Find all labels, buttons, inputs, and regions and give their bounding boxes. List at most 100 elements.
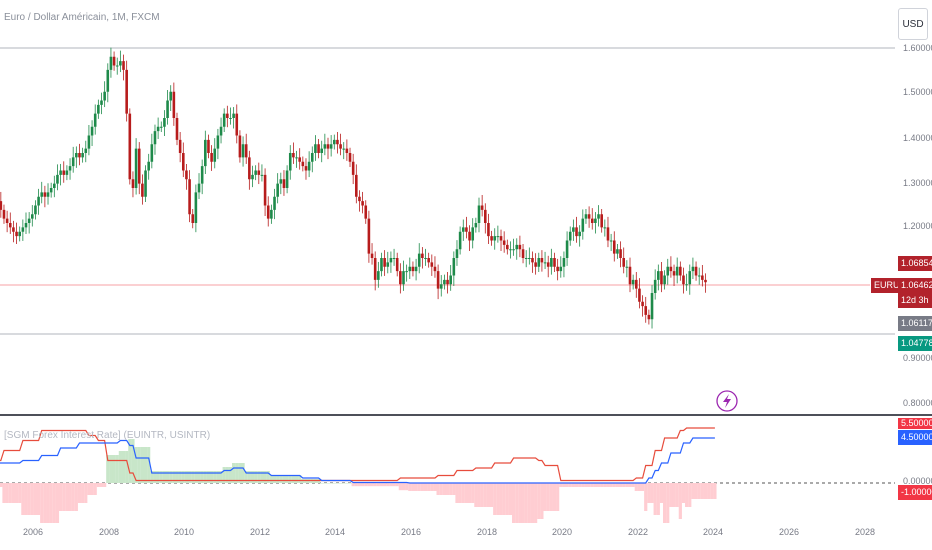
rate-difference-bar [11,483,16,503]
candle-body [115,65,119,67]
candle-body [282,179,286,188]
candle-body [578,231,581,237]
candle-body [204,139,207,167]
rate-difference-bar [361,483,365,487]
rate-difference-bar [411,483,415,491]
time-tick-2016: 2016 [401,527,422,537]
candle-body [515,244,519,250]
candle-body [21,227,25,232]
us-rate-line [0,427,715,482]
rate-difference-bar [471,483,475,503]
rate-difference-bar [175,471,179,483]
candle-body [521,249,525,258]
candle-body [112,56,116,66]
rate-difference-bar [395,483,399,487]
rate-difference-bar [436,483,440,495]
candle-body [18,231,22,237]
currency-button[interactable]: USD [898,8,928,40]
candle-body [600,214,603,228]
rate-difference-bar [474,483,478,507]
rate-difference-bar [5,483,9,503]
time-tick-2006: 2006 [23,527,44,537]
rate-difference-bar [697,483,701,499]
rate-difference-bar [631,483,635,487]
candle-body [49,188,53,193]
candle-body [62,170,66,175]
candle-body [326,144,330,149]
time-tick-2026: 2026 [779,527,800,537]
rate-difference-bar [147,447,151,483]
rate-difference-bar [74,483,78,511]
rate-difference-bar [691,483,695,499]
candle-body [122,61,125,70]
candle-body [71,157,75,167]
rate-difference-bar [279,475,283,483]
rate-difference-bar [21,483,25,515]
candle-body [414,266,418,272]
rate-difference-bar [172,471,176,483]
candle-body [694,266,698,276]
candle-body [465,227,468,232]
candle-body [373,258,377,280]
rate-difference-bar [219,471,223,483]
rate-difference-bar [364,483,368,487]
rate-difference-bar [125,451,129,483]
indicator-top-tag: 5.50000 [898,418,932,429]
rate-difference-bar [678,483,682,519]
candle-body [458,231,462,250]
rate-difference-bar [357,483,362,487]
rate-difference-bar [0,483,3,487]
candle-body [506,244,509,250]
candle-body [424,258,427,259]
candle-body [367,218,371,254]
candle-body [433,266,437,272]
rate-difference-bar [222,467,226,483]
rate-difference-bar [581,483,585,487]
candle-body [370,253,374,258]
candle-body [559,266,563,272]
time-tick-2014: 2014 [325,527,346,537]
rate-difference-bar [241,463,245,483]
candle-body [480,205,484,210]
rate-difference-bar [386,483,390,487]
rate-difference-bar [392,483,396,487]
rate-difference-bar [574,483,579,487]
rate-difference-bar [675,483,679,507]
price-tick-4: 1.30000 [903,178,932,188]
candle-body [377,271,380,280]
rate-difference-bar [663,483,667,523]
candles-group [0,47,707,329]
candle-body [65,170,69,175]
rate-difference-bar [291,475,295,483]
candle-body [317,144,320,153]
rate-difference-bar [461,483,465,503]
candle-body [405,271,408,273]
candle-body [106,69,110,92]
candle-body [628,266,632,285]
rate-difference-bar [134,447,138,483]
candle-body [254,170,257,175]
rate-difference-bar [187,471,192,483]
candle-body [248,157,251,180]
rate-difference-bar [398,483,402,491]
rate-difference-bar [112,455,116,483]
rate-difference-bar [121,451,126,483]
rate-difference-bar [423,483,428,491]
candle-body [232,113,235,118]
rate-difference-bar [71,483,75,511]
candle-body [417,253,421,267]
candle-body [175,118,179,140]
rate-difference-bar [342,483,346,484]
candle-body [75,153,78,158]
lightning-event-icon[interactable] [716,390,738,412]
rate-difference-bar [445,483,450,495]
candle-body [342,148,346,150]
rate-difference-bar [628,483,632,487]
candle-body [134,148,138,188]
candle-body [53,183,56,188]
candle-body [528,258,531,259]
candle-body [276,183,279,197]
rate-difference-bar [634,483,638,491]
